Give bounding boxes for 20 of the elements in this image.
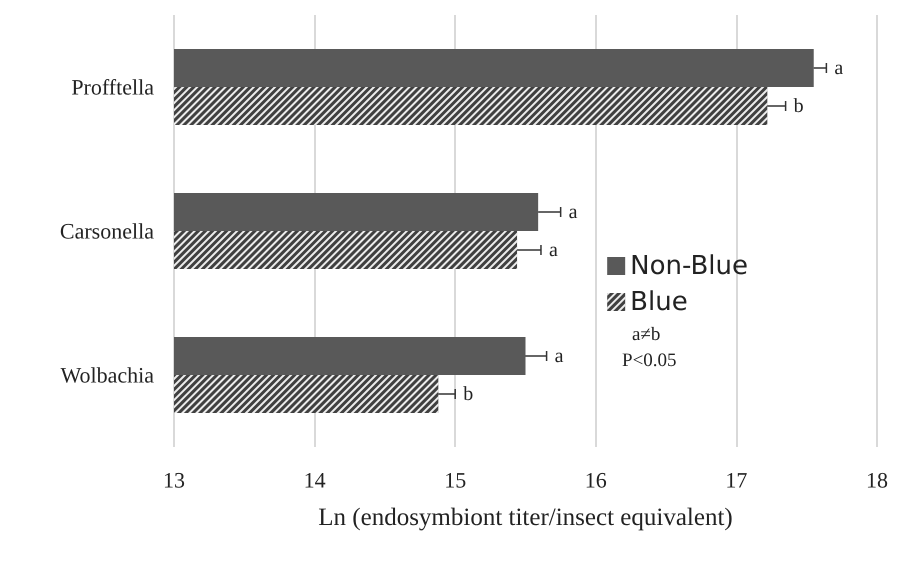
data-label: b bbox=[463, 383, 474, 405]
data-label: a bbox=[568, 201, 578, 223]
x-tick-label: 13 bbox=[163, 468, 185, 492]
x-tick-label: 14 bbox=[304, 468, 326, 492]
data-label: b bbox=[794, 95, 804, 117]
annotation: a≠b bbox=[632, 324, 660, 345]
x-axis-title: Ln (endosymbiont titer/insect equivalent) bbox=[318, 504, 733, 531]
x-tick-label: 17 bbox=[725, 468, 748, 492]
y-tick-label: Profftella bbox=[71, 74, 154, 100]
x-tick-label: 18 bbox=[866, 468, 888, 492]
legend-label: Non-Blue bbox=[630, 251, 748, 281]
x-tick-label: 15 bbox=[444, 468, 466, 492]
legend-label: Blue bbox=[630, 287, 688, 317]
annotation: P<0.05 bbox=[622, 350, 677, 371]
data-label: a bbox=[834, 57, 844, 79]
y-tick-label: Wolbachia bbox=[60, 362, 154, 388]
data-label: a bbox=[548, 239, 558, 261]
data-label: a bbox=[554, 345, 564, 367]
x-tick-label: 16 bbox=[584, 468, 607, 492]
y-tick-label: Carsonella bbox=[60, 218, 154, 244]
